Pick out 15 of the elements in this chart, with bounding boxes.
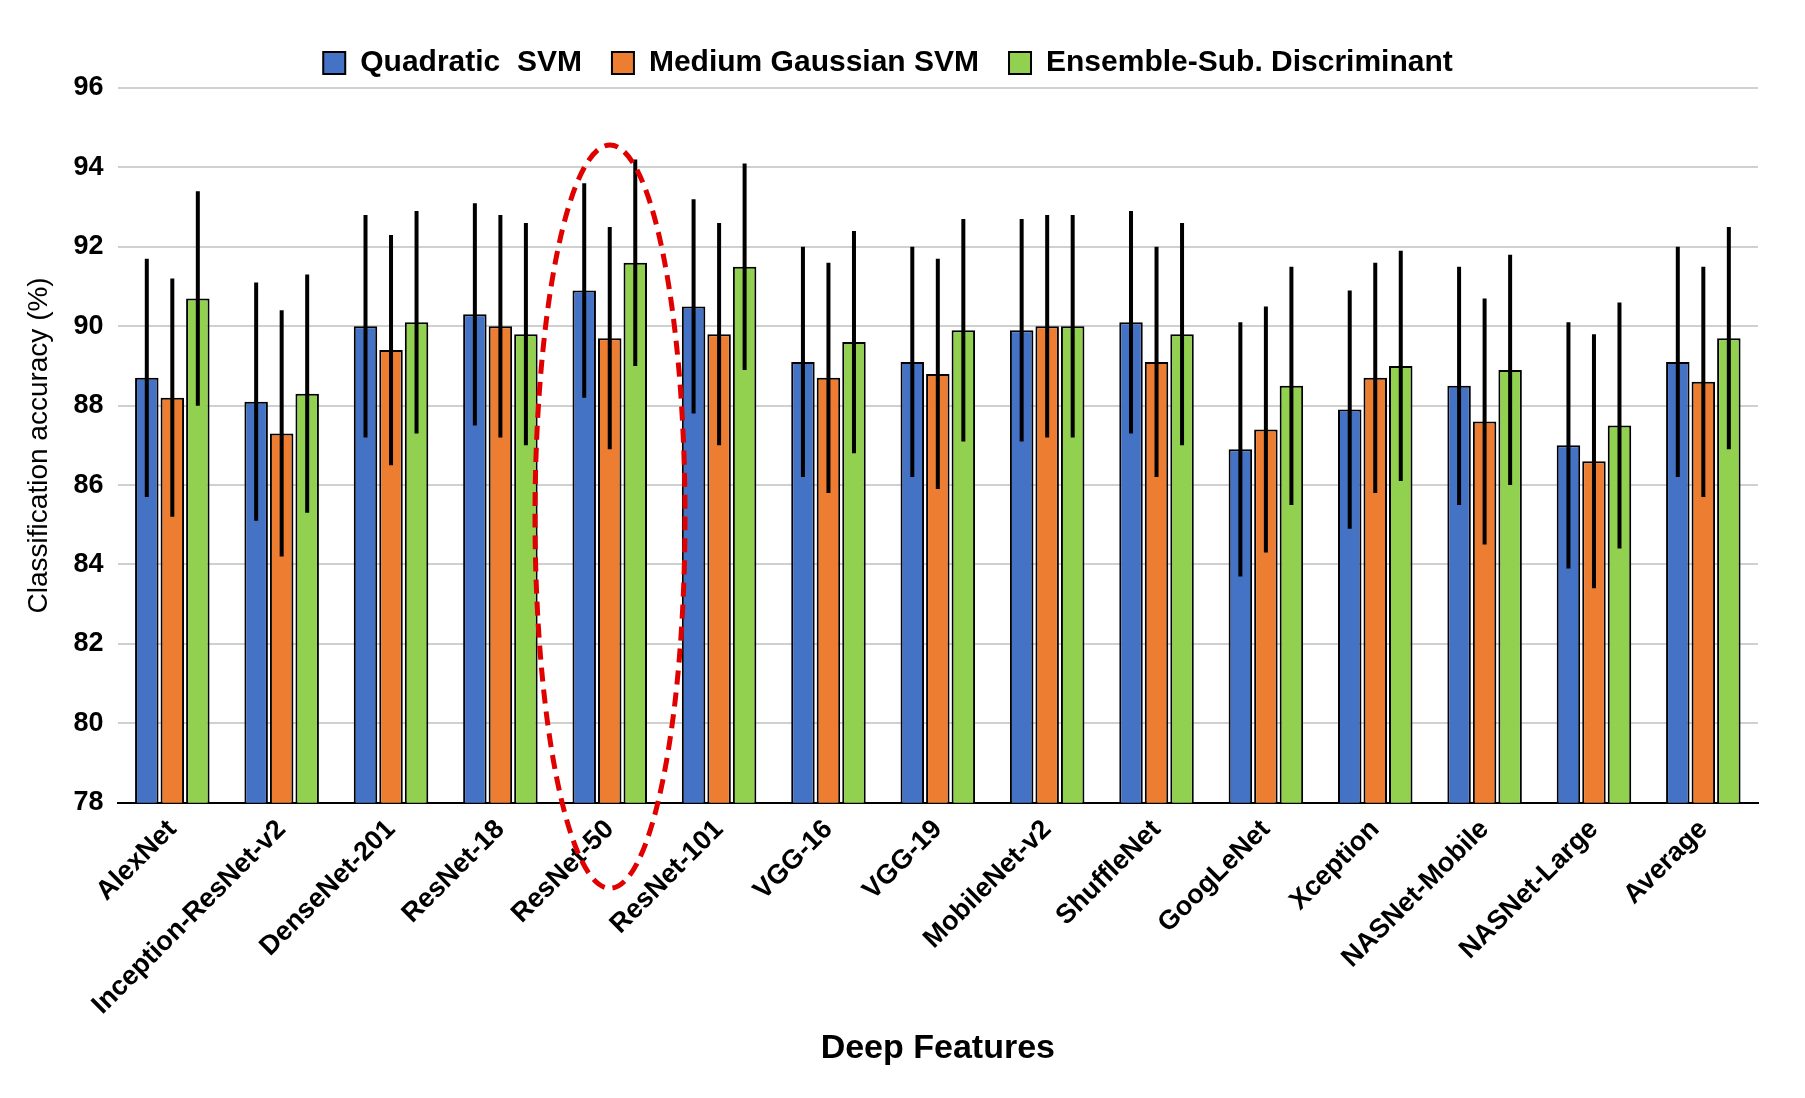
y-tick-label: 84 <box>73 547 104 578</box>
legend-label: Medium Gaussian SVM <box>648 44 980 78</box>
y-tick-label: 86 <box>73 468 104 499</box>
y-tick-label: 92 <box>73 230 104 261</box>
y-tick-label: 80 <box>73 706 104 737</box>
y-tick-label: 94 <box>73 150 104 181</box>
x-axis-title: Deep Features <box>820 1026 1055 1065</box>
y-tick-label: 90 <box>73 309 104 340</box>
y-tick-label: 88 <box>73 389 104 420</box>
legend-label: Ensemble-Sub. Discriminant <box>1046 44 1453 78</box>
y-axis-title: Classification accuracy (%) <box>21 277 53 614</box>
y-tick-label: 78 <box>73 786 104 817</box>
y-tick-label: 96 <box>73 71 104 102</box>
legend-label: Quadratic SVM <box>360 44 582 78</box>
y-tick-label: 82 <box>73 627 104 658</box>
